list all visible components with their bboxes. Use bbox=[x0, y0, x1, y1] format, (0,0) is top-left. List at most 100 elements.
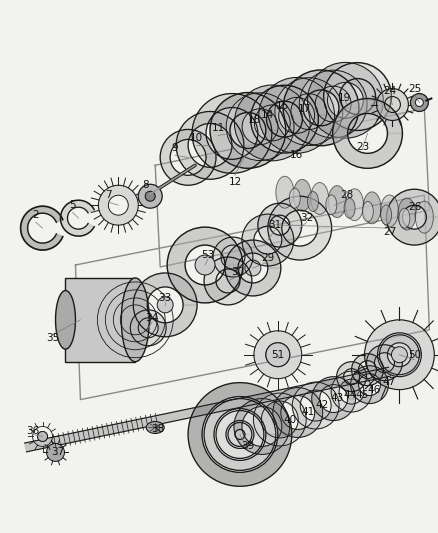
Polygon shape bbox=[336, 362, 366, 392]
Text: 17: 17 bbox=[297, 103, 311, 114]
Polygon shape bbox=[108, 195, 128, 215]
Text: 8: 8 bbox=[141, 180, 148, 190]
Circle shape bbox=[391, 347, 406, 362]
Text: 5: 5 bbox=[69, 200, 76, 210]
Text: 53: 53 bbox=[201, 250, 214, 260]
Text: 29: 29 bbox=[261, 253, 274, 263]
Polygon shape bbox=[351, 354, 383, 385]
Ellipse shape bbox=[380, 195, 398, 227]
Text: 2: 2 bbox=[32, 210, 39, 220]
Text: 45: 45 bbox=[355, 390, 368, 400]
Polygon shape bbox=[267, 196, 331, 260]
Text: 27: 27 bbox=[382, 227, 395, 237]
Text: 50: 50 bbox=[407, 350, 420, 360]
Polygon shape bbox=[215, 410, 263, 458]
Polygon shape bbox=[25, 367, 389, 452]
Polygon shape bbox=[60, 200, 94, 236]
Circle shape bbox=[38, 432, 47, 441]
Circle shape bbox=[265, 343, 289, 367]
Text: 32: 32 bbox=[300, 213, 313, 223]
Text: 19: 19 bbox=[337, 93, 350, 102]
Circle shape bbox=[410, 94, 427, 111]
Ellipse shape bbox=[275, 176, 293, 208]
Polygon shape bbox=[241, 214, 293, 266]
Text: 35: 35 bbox=[46, 333, 59, 343]
Ellipse shape bbox=[345, 189, 363, 221]
Polygon shape bbox=[299, 70, 366, 138]
Text: 40: 40 bbox=[283, 415, 296, 424]
Polygon shape bbox=[376, 88, 407, 120]
Text: 44: 44 bbox=[342, 390, 355, 400]
Circle shape bbox=[244, 260, 260, 276]
Text: 41: 41 bbox=[300, 407, 314, 417]
Ellipse shape bbox=[307, 191, 318, 212]
Text: 26: 26 bbox=[407, 202, 420, 212]
Polygon shape bbox=[274, 78, 342, 146]
Polygon shape bbox=[188, 383, 291, 486]
Ellipse shape bbox=[328, 185, 345, 217]
Text: 28: 28 bbox=[339, 190, 353, 200]
Polygon shape bbox=[212, 237, 252, 277]
Polygon shape bbox=[133, 273, 197, 337]
Polygon shape bbox=[160, 130, 215, 185]
Text: 24: 24 bbox=[382, 86, 395, 95]
Polygon shape bbox=[204, 399, 275, 470]
Polygon shape bbox=[253, 331, 301, 378]
Text: 31: 31 bbox=[268, 220, 281, 230]
Polygon shape bbox=[21, 206, 63, 250]
Text: 14: 14 bbox=[261, 110, 274, 120]
Polygon shape bbox=[250, 85, 318, 153]
Ellipse shape bbox=[398, 208, 409, 228]
Ellipse shape bbox=[362, 192, 380, 224]
Polygon shape bbox=[204, 257, 251, 305]
Text: 11: 11 bbox=[211, 124, 224, 133]
Text: 37: 37 bbox=[51, 447, 64, 457]
Ellipse shape bbox=[397, 198, 415, 230]
Polygon shape bbox=[366, 345, 402, 381]
Text: 18: 18 bbox=[248, 116, 261, 125]
Polygon shape bbox=[167, 227, 242, 303]
Bar bbox=[65, 278, 135, 362]
Text: 51: 51 bbox=[271, 350, 284, 360]
Circle shape bbox=[138, 184, 162, 208]
Polygon shape bbox=[176, 111, 244, 179]
Ellipse shape bbox=[121, 278, 149, 362]
Polygon shape bbox=[330, 371, 371, 412]
Polygon shape bbox=[225, 240, 280, 296]
Circle shape bbox=[194, 255, 215, 275]
Circle shape bbox=[46, 443, 64, 462]
Text: 38: 38 bbox=[151, 424, 164, 434]
Polygon shape bbox=[253, 393, 306, 446]
Polygon shape bbox=[192, 94, 271, 173]
Text: 16: 16 bbox=[290, 150, 303, 160]
Polygon shape bbox=[292, 382, 338, 429]
Text: 15: 15 bbox=[276, 101, 289, 110]
Polygon shape bbox=[385, 189, 438, 245]
Ellipse shape bbox=[380, 205, 391, 225]
Text: 46: 46 bbox=[367, 385, 380, 394]
Polygon shape bbox=[364, 320, 433, 390]
Polygon shape bbox=[377, 333, 420, 377]
Text: 25: 25 bbox=[407, 84, 420, 94]
Text: 23: 23 bbox=[355, 142, 368, 152]
Polygon shape bbox=[234, 85, 310, 161]
Circle shape bbox=[157, 297, 173, 313]
Ellipse shape bbox=[361, 201, 372, 222]
Text: 47: 47 bbox=[382, 377, 395, 386]
Polygon shape bbox=[258, 77, 334, 154]
Polygon shape bbox=[283, 70, 358, 146]
Text: 7: 7 bbox=[105, 190, 111, 200]
Text: 9: 9 bbox=[171, 143, 178, 154]
Polygon shape bbox=[323, 63, 391, 131]
Polygon shape bbox=[226, 93, 293, 160]
Text: 43: 43 bbox=[329, 393, 343, 402]
Text: 42: 42 bbox=[314, 400, 328, 409]
Polygon shape bbox=[209, 93, 285, 168]
Text: 10: 10 bbox=[189, 133, 202, 143]
Text: 12: 12 bbox=[228, 177, 241, 187]
Ellipse shape bbox=[414, 201, 432, 233]
Polygon shape bbox=[332, 99, 402, 168]
Ellipse shape bbox=[289, 188, 300, 208]
Text: 30: 30 bbox=[231, 267, 244, 277]
Polygon shape bbox=[98, 185, 138, 225]
